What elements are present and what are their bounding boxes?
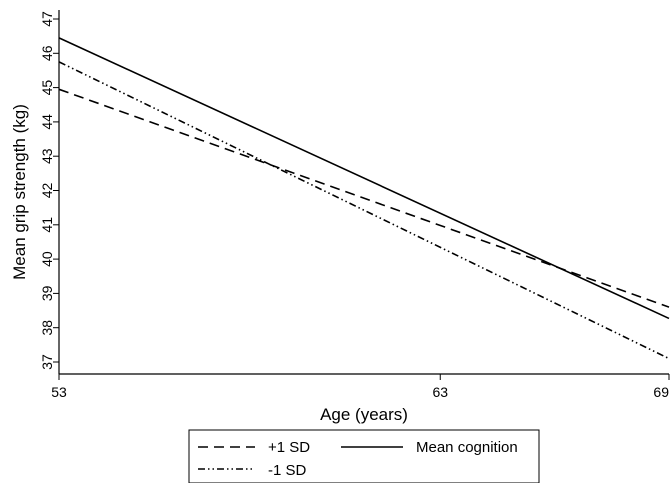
y-tick-label: 46: [39, 45, 55, 61]
y-tick-label: 42: [39, 183, 55, 199]
plot-series: [58, 37, 670, 360]
y-tick-label: 44: [39, 114, 55, 130]
x-axis-label: Age (years): [320, 405, 408, 424]
y-tick-label: 43: [39, 148, 55, 164]
x-axis: 53 63 69: [51, 373, 670, 400]
legend-label-plus-1-sd: +1 SD: [268, 439, 310, 456]
y-ticks: 37 38 39 40 41 42 43 44 45 46 47: [39, 11, 59, 370]
y-tick-label: 39: [39, 285, 55, 301]
legend-label-mean-cognition: Mean cognition: [416, 439, 518, 456]
series-line-plus-1-sd: [58, 88, 670, 308]
y-axis-label: Mean grip strength (kg): [10, 104, 29, 280]
series-line-mean-cognition: [58, 37, 670, 320]
series-line-minus-1-sd: [58, 61, 670, 360]
y-axis: 37 38 39 40 41 42 43 44 45 46 47: [39, 10, 60, 374]
legend-label-minus-1-sd: -1 SD: [268, 462, 307, 479]
legend: +1 SD Mean cognition -1 SD: [188, 429, 540, 483]
y-tick-label: 47: [39, 11, 55, 27]
x-ticks: 53 63 69: [51, 374, 670, 400]
x-tick-label: 53: [51, 384, 67, 400]
y-tick-label: 37: [39, 354, 55, 370]
y-tick-label: 38: [39, 320, 55, 336]
x-tick-label: 69: [653, 384, 669, 400]
legend-box: [188, 429, 540, 483]
x-tick-label: 63: [432, 384, 448, 400]
y-tick-label: 45: [39, 80, 55, 96]
y-tick-label: 40: [39, 251, 55, 267]
y-tick-label: 41: [39, 217, 55, 233]
